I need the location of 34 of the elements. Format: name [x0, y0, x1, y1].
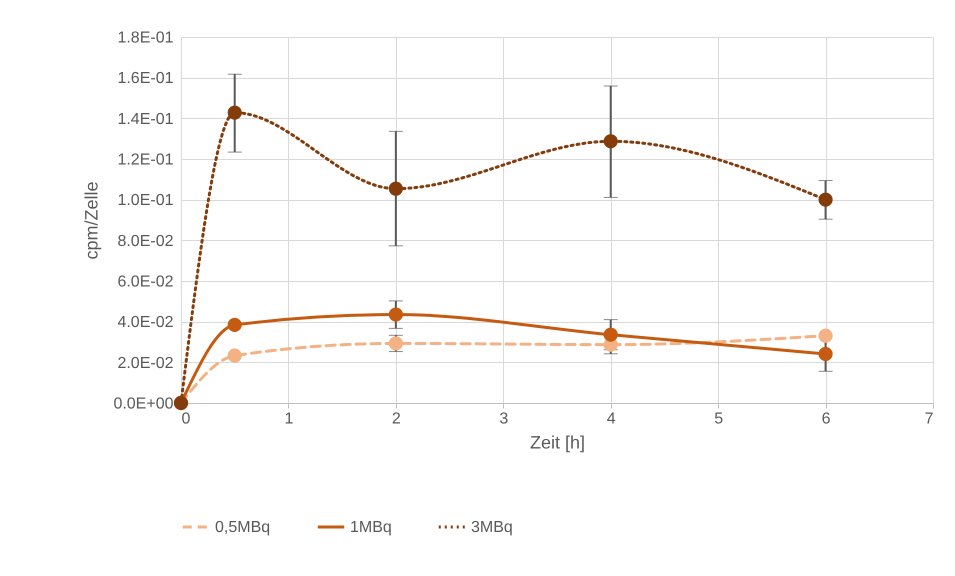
x-tick-label: 4	[606, 410, 616, 428]
y-axis-title: cpm/Zelle	[81, 181, 102, 260]
point	[388, 307, 403, 322]
x-tick-label: 0	[182, 410, 190, 428]
y-tick-label: 8.0E-02	[117, 232, 174, 250]
point	[388, 336, 403, 350]
y-tick-label: 1.8E-01	[117, 30, 174, 46]
y-tick-label: 1.4E-01	[117, 110, 174, 128]
point	[818, 328, 833, 343]
legend-label: 3MBq	[471, 519, 513, 536]
point	[228, 106, 242, 120]
x-tick-label: 2	[392, 410, 401, 428]
y-tick-label: 4.0E-02	[117, 314, 174, 332]
legend-label: 1MBq	[350, 519, 392, 536]
point	[228, 318, 242, 332]
y-tick-label: 1.0E-01	[117, 192, 174, 210]
y-tick-label: 6.0E-02	[117, 274, 174, 290]
point	[818, 192, 833, 207]
x-tick-label: 1	[284, 410, 294, 428]
x-tick-label: 7	[924, 410, 934, 428]
y-tick-label: 0.0E+00	[113, 396, 174, 412]
point	[818, 346, 833, 362]
y-tick-label: 1.2E-01	[117, 152, 174, 168]
point	[604, 134, 618, 148]
x-axis-title: Zeit [h]	[530, 432, 586, 452]
point	[604, 328, 618, 342]
legend-label: 0,5MBq	[215, 519, 270, 536]
point	[228, 348, 242, 363]
y-tick-label: 1.6E-01	[117, 70, 174, 88]
y-tick-label: 2.0E-02	[117, 354, 174, 372]
point	[388, 182, 403, 196]
x-tick-label: 6	[822, 410, 831, 428]
x-tick-label: 3	[499, 410, 508, 428]
x-tick-label: 5	[714, 410, 724, 428]
